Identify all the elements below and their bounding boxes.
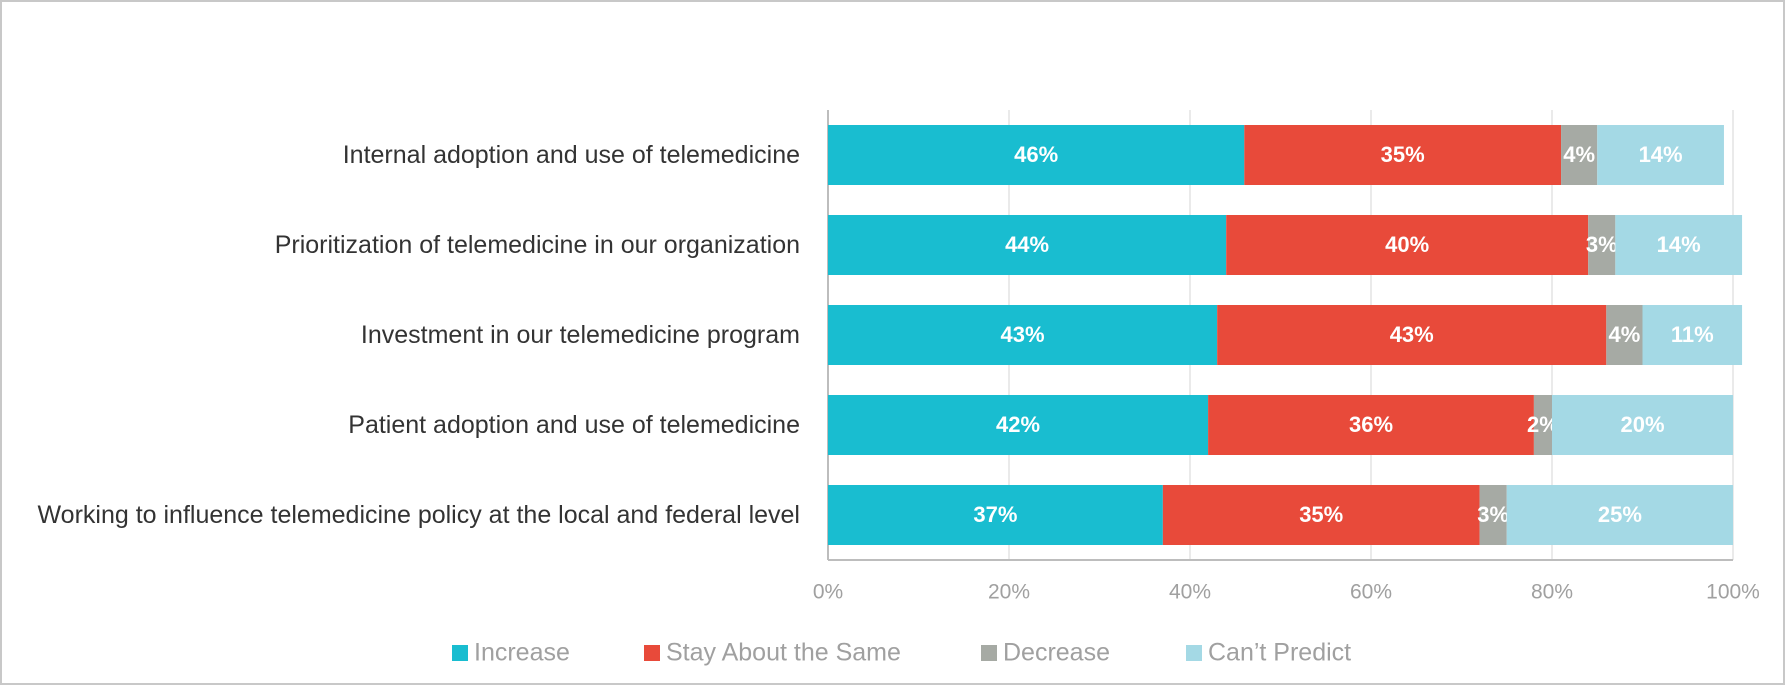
x-tick-label: 100% <box>1706 581 1760 604</box>
y-tick-label: Patient adoption and use of telemedicine <box>348 411 800 439</box>
bar-segment <box>1226 215 1589 275</box>
bar-segment <box>1552 395 1733 455</box>
legend-label: Stay About the Same <box>666 639 901 667</box>
bar-segment <box>1244 125 1562 185</box>
data-label: 25% <box>1598 502 1642 527</box>
data-label: 42% <box>996 412 1040 437</box>
y-tick-label: Internal adoption and use of telemedicin… <box>342 141 800 169</box>
legend-swatch <box>1186 645 1202 661</box>
bar-segment <box>828 125 1245 185</box>
legend-swatch <box>981 645 997 661</box>
y-tick-label: Working to influence telemedicine policy… <box>37 501 800 529</box>
bar-segment <box>1208 395 1534 455</box>
bar-segment <box>1162 485 1480 545</box>
data-label: 3% <box>1477 502 1509 527</box>
bar-segment <box>1615 215 1743 275</box>
bar-segment <box>828 485 1163 545</box>
bar-segment <box>1217 305 1607 365</box>
bar-segment <box>1642 305 1743 365</box>
data-label: 44% <box>1005 232 1049 257</box>
bar-segment <box>828 305 1218 365</box>
data-label: 11% <box>1671 322 1714 347</box>
data-label: 46% <box>1014 142 1058 167</box>
data-label: 14% <box>1639 142 1683 167</box>
category-label-box: Prioritization of telemedicine in our or… <box>10 200 800 290</box>
legend-swatch <box>644 645 660 661</box>
x-tick-label: 0% <box>813 581 843 604</box>
data-label: 35% <box>1299 502 1343 527</box>
data-label: 4% <box>1609 322 1641 347</box>
data-label: 36% <box>1349 412 1393 437</box>
legend-label: Can’t Predict <box>1208 639 1351 667</box>
legend-label: Decrease <box>1003 639 1110 667</box>
category-label-box: Internal adoption and use of telemedicin… <box>10 110 800 200</box>
bar-segment <box>828 395 1209 455</box>
data-label: 14% <box>1657 232 1701 257</box>
y-tick-label: Investment in our telemedicine program <box>360 321 800 349</box>
data-label: 3% <box>1586 232 1618 257</box>
bar-segment <box>1533 395 1552 455</box>
data-label: 4% <box>1563 142 1595 167</box>
bar-segment <box>828 215 1227 275</box>
category-label-box: Working to influence telemedicine policy… <box>10 470 800 560</box>
data-label: 37% <box>973 502 1017 527</box>
bar-segment <box>1479 485 1507 545</box>
category-label-box: Investment in our telemedicine program <box>10 290 800 380</box>
data-label: 20% <box>1620 412 1664 437</box>
x-tick-label: 80% <box>1531 581 1573 604</box>
bar-segment <box>1606 305 1643 365</box>
data-label: 35% <box>1381 142 1425 167</box>
bar-segment <box>1597 125 1724 185</box>
bar-segment <box>1588 215 1616 275</box>
bar-segment <box>1506 485 1733 545</box>
data-label: 40% <box>1385 232 1429 257</box>
legend-label: Increase <box>474 639 570 667</box>
category-label-box: Patient adoption and use of telemedicine <box>10 380 800 470</box>
bar-segment <box>1561 125 1598 185</box>
legend-swatch <box>452 645 468 661</box>
x-tick-label: 20% <box>988 581 1030 604</box>
x-tick-label: 60% <box>1350 581 1392 604</box>
data-label: 43% <box>1390 322 1434 347</box>
x-tick-label: 40% <box>1169 581 1211 604</box>
y-tick-label: Prioritization of telemedicine in our or… <box>274 231 800 259</box>
data-label: 43% <box>1001 322 1045 347</box>
